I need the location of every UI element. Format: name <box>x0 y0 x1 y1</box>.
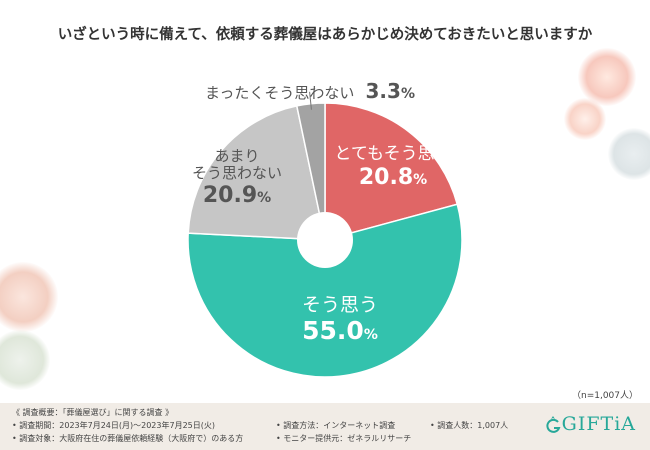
label-not-at-all-unit: % <box>400 86 415 102</box>
survey-footer: 《 調査概要：「葬儀屋選び」に関する調査 》 • 調査期間：2023年7月24日… <box>0 403 650 450</box>
slice-strongly-agree <box>324 102 459 241</box>
label-not-really-name-line2: そう思わない <box>191 164 282 183</box>
flower-decoration-right <box>608 128 650 180</box>
label-agree-value: 55.0 <box>302 315 364 345</box>
survey-provider: • モニター提供元：ゼネラルリサーチ <box>276 434 412 443</box>
label-strongly-agree: とてもそう思う 20.8% <box>333 144 453 190</box>
flower-decoration-right-mid <box>564 98 606 140</box>
sample-size-note: （n=1,007人） <box>571 391 638 401</box>
label-not-really-pct: 20.9% <box>182 183 292 208</box>
label-not-really-unit: % <box>257 189 272 206</box>
label-not-really-value: 20.9 <box>202 182 258 208</box>
slice-not-really <box>187 105 326 241</box>
label-agree: そう思う 55.0% <box>270 294 410 346</box>
flower-decoration-top-right <box>578 48 636 106</box>
label-strongly-agree-name: とてもそう思う <box>334 144 452 164</box>
label-strongly-agree-pct: 20.8% <box>333 165 453 190</box>
survey-subject: • 調査対象：大阪府在住の葬儀屋依頼経験（大阪府で）のある方 <box>12 434 244 443</box>
chart-title: いざという時に備えて、依頼する葬儀屋はあらかじめ決めておきたいと思いますか <box>57 26 593 43</box>
giftia-logo: GIFTiA <box>544 413 636 435</box>
leader-line-not-at-all <box>309 91 312 110</box>
flower-decoration-left <box>0 330 50 390</box>
label-not-at-all-value: 3.3 <box>365 79 401 103</box>
label-agree-name: そう思う <box>301 294 378 316</box>
label-strongly-agree-value: 20.8 <box>358 164 414 190</box>
label-not-at-all-name: まったくそう思わない <box>205 84 355 102</box>
slice-agree <box>187 203 463 378</box>
giftia-logo-icon <box>546 416 561 433</box>
label-not-at-all: まったくそう思わない 3.3% <box>200 80 420 103</box>
label-agree-unit: % <box>363 326 378 343</box>
donut-hole <box>297 212 353 268</box>
survey-method: • 調査方法：インターネット調査 <box>276 421 396 430</box>
label-not-really-name-line1: あまり <box>214 147 260 165</box>
giftia-logo-text: GIFTiA <box>561 413 636 435</box>
survey-heading: 《 調査概要：「葬儀屋選び」に関する調査 》 <box>12 408 174 417</box>
survey-count: • 調査人数：1,007人 <box>430 421 509 430</box>
flower-decoration-bottom-left <box>0 262 58 332</box>
survey-period: • 調査期間：2023年7月24日(月)～2023年7月25日(火) <box>12 421 216 430</box>
label-not-at-all-pct: 3.3% <box>366 79 415 103</box>
label-strongly-agree-unit: % <box>413 171 428 188</box>
label-not-really: あまり そう思わない 20.9% <box>182 147 292 208</box>
label-agree-pct: 55.0% <box>270 315 410 346</box>
